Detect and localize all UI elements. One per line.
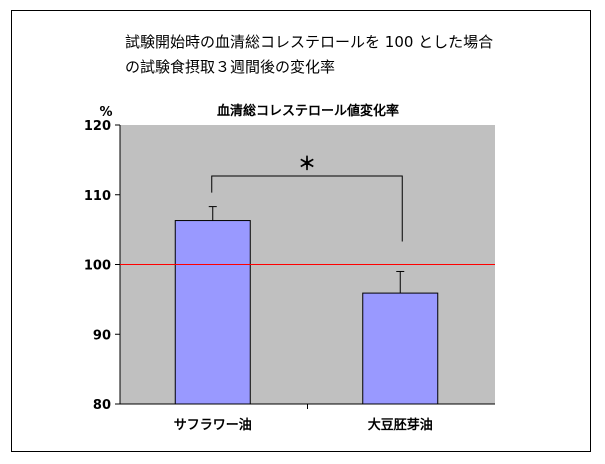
heading-line-2: の試験食摂取３週間後の変化率 — [125, 58, 336, 76]
chart-heading: 試験開始時の血清総コレステロールを 100 とした場合 の試験食摂取３週間後の変… — [125, 30, 493, 80]
heading-line-1: 試験開始時の血清総コレステロールを 100 とした場合 — [125, 33, 494, 51]
x-category-label: サフラワー油 — [174, 417, 252, 433]
y-tick-label: 90 — [93, 328, 111, 343]
y-tick-label: 100 — [84, 259, 111, 274]
bar-1 — [174, 220, 251, 405]
significance-mark: ＊ — [298, 154, 316, 175]
y-axis-unit: % — [99, 105, 112, 120]
significance-bracket — [211, 175, 403, 242]
y-tick-label: 120 — [84, 119, 111, 134]
y-tick-label: 110 — [84, 189, 111, 204]
chart-title: 血清総コレステロール値変化率 — [217, 103, 399, 119]
x-category-label: 大豆胚芽油 — [368, 417, 433, 433]
bar-2 — [362, 292, 439, 405]
y-tick-label: 80 — [93, 398, 111, 413]
